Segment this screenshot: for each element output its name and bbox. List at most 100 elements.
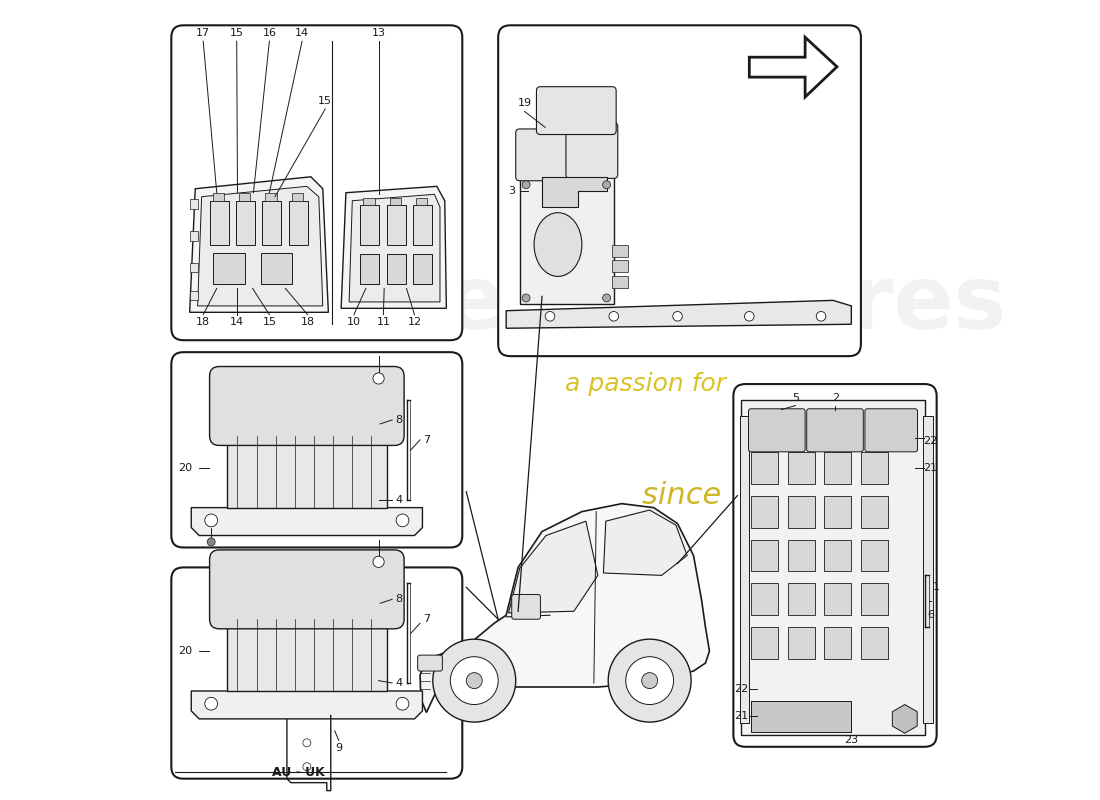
Bar: [824, 583, 851, 615]
Circle shape: [396, 698, 409, 710]
Bar: [262, 201, 282, 245]
Bar: [265, 193, 276, 201]
Bar: [923, 416, 933, 723]
Bar: [416, 198, 427, 205]
Circle shape: [205, 698, 218, 710]
FancyBboxPatch shape: [210, 550, 404, 629]
Polygon shape: [420, 504, 710, 713]
Bar: [361, 254, 379, 285]
Bar: [861, 496, 888, 527]
Bar: [739, 416, 749, 723]
Text: 15: 15: [230, 28, 244, 38]
Text: 22: 22: [923, 437, 937, 446]
Circle shape: [608, 639, 691, 722]
Circle shape: [641, 673, 658, 689]
Polygon shape: [892, 705, 917, 734]
Bar: [751, 496, 778, 527]
Text: 8: 8: [395, 594, 403, 604]
Bar: [288, 201, 308, 245]
Circle shape: [450, 657, 498, 705]
Circle shape: [745, 311, 755, 321]
Polygon shape: [741, 400, 925, 735]
Bar: [412, 254, 432, 285]
Text: 16: 16: [263, 28, 276, 38]
FancyBboxPatch shape: [418, 655, 442, 671]
Bar: [189, 199, 198, 209]
Text: 18: 18: [300, 317, 315, 327]
Polygon shape: [749, 38, 837, 97]
Bar: [361, 205, 379, 245]
Polygon shape: [508, 521, 597, 613]
Text: 15: 15: [318, 96, 332, 106]
Text: 12: 12: [407, 317, 421, 327]
Bar: [613, 261, 628, 273]
Bar: [239, 193, 250, 201]
Text: 1: 1: [933, 582, 939, 592]
Bar: [861, 539, 888, 571]
Bar: [861, 583, 888, 615]
Bar: [824, 539, 851, 571]
Polygon shape: [542, 177, 607, 207]
Polygon shape: [191, 508, 422, 535]
Text: 19: 19: [517, 98, 531, 109]
Circle shape: [816, 311, 826, 321]
Bar: [189, 263, 198, 273]
Bar: [751, 452, 778, 484]
Bar: [227, 436, 386, 508]
Bar: [613, 245, 628, 257]
Bar: [613, 277, 628, 288]
Text: 14: 14: [295, 28, 309, 38]
Text: 9: 9: [336, 743, 342, 754]
Text: 8: 8: [395, 415, 403, 425]
FancyBboxPatch shape: [537, 86, 616, 134]
Bar: [386, 254, 406, 285]
Text: 2: 2: [832, 393, 839, 402]
Bar: [824, 452, 851, 484]
Bar: [235, 201, 255, 245]
Text: 22: 22: [734, 683, 748, 694]
Polygon shape: [198, 186, 322, 306]
Bar: [788, 627, 815, 659]
Text: 6: 6: [927, 610, 934, 620]
Text: 11: 11: [376, 317, 390, 327]
Bar: [788, 496, 815, 527]
Circle shape: [546, 311, 554, 321]
FancyBboxPatch shape: [806, 409, 864, 452]
Text: 4: 4: [395, 678, 403, 688]
Bar: [751, 701, 850, 733]
Text: 20: 20: [178, 646, 192, 656]
Bar: [861, 452, 888, 484]
Bar: [412, 205, 432, 245]
Text: 17: 17: [196, 28, 210, 38]
Text: a passion for: a passion for: [565, 372, 726, 396]
Bar: [386, 205, 406, 245]
FancyBboxPatch shape: [516, 129, 570, 181]
Text: 21: 21: [923, 462, 937, 473]
Polygon shape: [189, 177, 329, 312]
Circle shape: [396, 514, 409, 526]
Bar: [227, 619, 386, 691]
Text: 3: 3: [508, 186, 515, 196]
Bar: [261, 253, 293, 285]
Text: 13: 13: [372, 28, 386, 38]
Bar: [363, 198, 375, 205]
Bar: [788, 452, 815, 484]
FancyBboxPatch shape: [172, 26, 462, 340]
Bar: [212, 193, 224, 201]
Text: 18: 18: [196, 317, 210, 327]
Bar: [210, 201, 229, 245]
FancyBboxPatch shape: [748, 409, 805, 452]
Polygon shape: [604, 510, 688, 575]
Polygon shape: [506, 300, 851, 328]
FancyBboxPatch shape: [210, 366, 404, 446]
Bar: [292, 193, 302, 201]
Circle shape: [609, 311, 618, 321]
Circle shape: [205, 514, 218, 526]
FancyBboxPatch shape: [865, 409, 917, 452]
Polygon shape: [519, 177, 614, 304]
Bar: [824, 496, 851, 527]
Circle shape: [373, 373, 384, 384]
Text: 20: 20: [178, 462, 192, 473]
FancyBboxPatch shape: [172, 352, 462, 547]
Bar: [751, 627, 778, 659]
